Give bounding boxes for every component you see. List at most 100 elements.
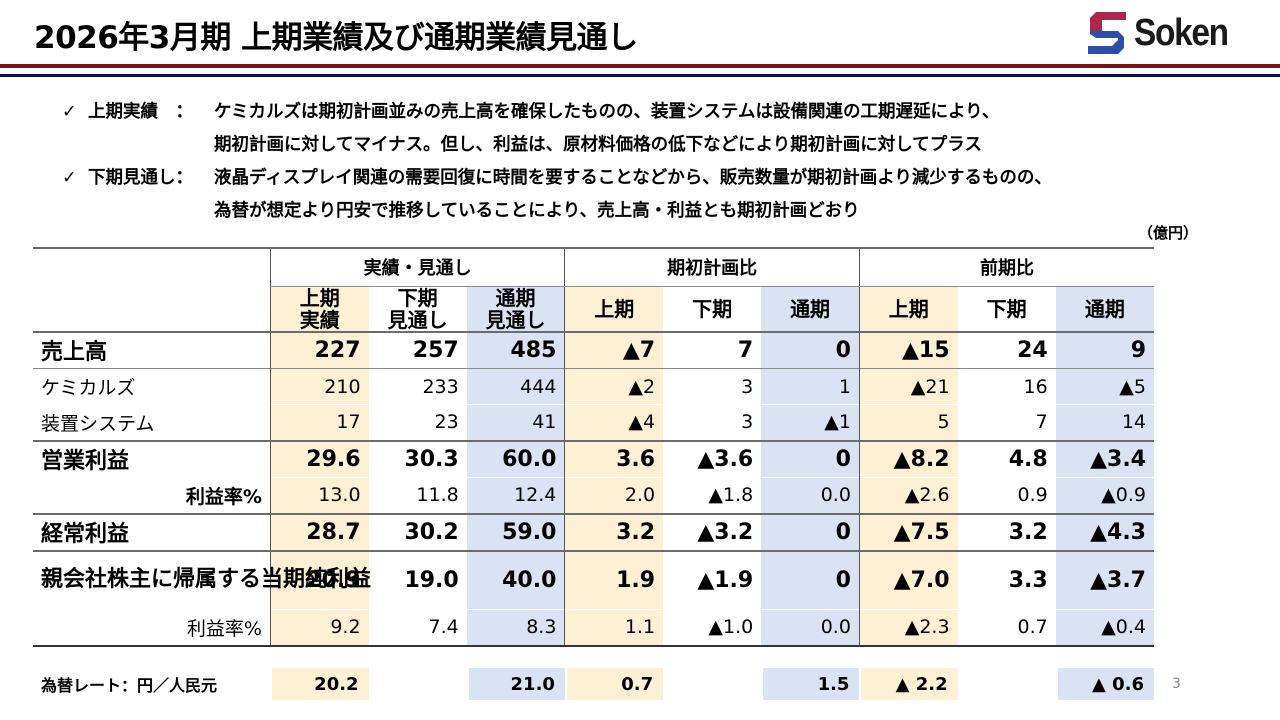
cell: 1.9: [564, 549, 664, 610]
page-title: 2026年3月期 上期業績及び通期業績見通し: [34, 20, 638, 56]
cell: ▲7.0: [858, 549, 958, 610]
cell: 7: [957, 404, 1056, 441]
cell: 257: [368, 330, 467, 369]
fx-cell: 1.5: [761, 668, 860, 700]
logo-text: Soken: [1134, 11, 1229, 54]
cell: ▲5: [1055, 368, 1154, 405]
cell: 9: [1055, 330, 1154, 369]
cell: ▲3.6: [663, 439, 762, 478]
cell: ▲7.5: [858, 512, 958, 551]
cell: ▲0.9: [1055, 477, 1154, 514]
fx-rate-row: 為替レート：円／人民元 20.2 21.0 0.7 1.5 ▲ 2.2 ▲ 0.…: [33, 668, 1154, 700]
bullet-text: ケミカルズは期初計画並みの売上高を確保したものの、装置システムは設備関連の工期遅…: [214, 102, 1000, 122]
row-label: 営業利益: [33, 439, 271, 478]
cell: 7.4: [368, 609, 467, 647]
subheader-plan-fy: 通期: [761, 286, 860, 332]
cell: ▲1.9: [663, 549, 762, 610]
cell: 28.7: [269, 512, 369, 551]
cell: 3: [663, 368, 762, 405]
cell: ▲8.2: [858, 439, 958, 478]
bullet-label: 下期見通し：: [88, 168, 193, 188]
row-label: ケミカルズ: [33, 368, 271, 405]
page-number: 3: [1172, 676, 1181, 692]
cell: 9.2: [269, 609, 369, 647]
corner-cell: [33, 247, 271, 286]
fx-rate-table: 為替レート：円／人民元 20.2 21.0 0.7 1.5 ▲ 2.2 ▲ 0.…: [33, 668, 1154, 700]
cell: ▲3.7: [1055, 549, 1154, 610]
fx-rate-label: 為替レート：円／人民元: [41, 676, 218, 695]
cell: 3.2: [957, 512, 1056, 551]
cell: ▲21: [858, 368, 958, 405]
cell: ▲2: [564, 368, 664, 405]
cell: 5: [858, 404, 958, 441]
table-row-equipment-systems: 装置システム 17 23 41 ▲4 3 ▲1 5 7 14: [33, 404, 1154, 441]
fx-cell: ▲ 0.6: [1055, 668, 1154, 700]
cell: 3.6: [564, 439, 664, 478]
subheader-prior-h1: 上期: [858, 286, 958, 332]
cell: 13.0: [269, 477, 369, 514]
financial-table: 実績・見通し 期初計画比 前期比 上期 実績 下期 見通し 通期 見通し 上期 下期 …: [33, 247, 1154, 647]
fx-cell: [369, 668, 467, 700]
cell: 16: [957, 368, 1056, 405]
cell: 11.8: [368, 477, 467, 514]
table-row-net-sales: 売上高 227 257 485 ▲7 7 0 ▲15 24 9: [33, 330, 1154, 369]
header-rule-red: [0, 64, 1280, 68]
cell: ▲1.0: [663, 609, 762, 647]
cell: 23: [368, 404, 467, 441]
summary-bullets: ✓ 上期実績 ： ケミカルズは期初計画並みの売上高を確保したものの、装置システム…: [62, 96, 1052, 228]
cell: 0: [761, 439, 860, 478]
cell: 60.0: [466, 439, 565, 478]
bullet-text: 液晶ディスプレイ関連の需要回復に時間を要することなどから、販売数量が期初計画より…: [214, 168, 1052, 188]
header-rule-blue: [0, 74, 1280, 77]
table-row-operating-margin: 利益率% 13.0 11.8 12.4 2.0 ▲1.8 0.0 ▲2.6 0.…: [33, 477, 1154, 514]
cell: 3: [663, 404, 762, 441]
cell: 444: [466, 368, 565, 405]
cell: ▲15: [858, 330, 958, 369]
cell: 17: [269, 404, 369, 441]
subheader-fy-forecast: 通期 見通し: [466, 286, 565, 332]
cell: 7: [663, 330, 762, 369]
cell: 485: [466, 330, 565, 369]
cell: 3.3: [957, 549, 1056, 610]
cell: ▲1: [761, 404, 860, 441]
group-header-row: 実績・見通し 期初計画比 前期比: [33, 247, 1154, 287]
cell: 233: [368, 368, 467, 405]
cell: 14: [1055, 404, 1154, 441]
cell: 40.0: [466, 549, 565, 610]
cell: 0: [761, 549, 860, 610]
cell: 210: [269, 368, 369, 405]
cell: ▲2.3: [858, 609, 958, 647]
cell: ▲0.4: [1055, 609, 1154, 647]
table-row-net-margin: 利益率% 9.2 7.4 8.3 1.1 ▲1.0 0.0 ▲2.3 0.7 ▲…: [33, 609, 1154, 647]
cell: 227: [269, 330, 369, 369]
cell: 0.9: [957, 477, 1056, 514]
cell: 0: [761, 512, 860, 551]
subheader-prior-h2: 下期: [986, 296, 1027, 321]
fx-cell: [663, 668, 761, 700]
cell: ▲4.3: [1055, 512, 1154, 551]
fx-cell: 20.2: [270, 668, 369, 700]
cell: ▲3.2: [663, 512, 762, 551]
subheader-plan-h2: 下期: [692, 296, 733, 321]
sub-header-row: 上期 実績 下期 見通し 通期 見通し 上期 下期 通期 上期 下期 通期: [33, 286, 1154, 332]
cell: 41: [466, 404, 565, 441]
cell: 0.0: [761, 477, 860, 514]
bullet-text-cont: 為替が想定より円安で推移していることにより、売上高・利益とも期初計画どおり: [214, 201, 860, 221]
table-row-ordinary-profit: 経常利益 28.7 30.2 59.0 3.2 ▲3.2 0 ▲7.5 3.2 …: [33, 512, 1154, 551]
fx-cell: 0.7: [564, 668, 664, 700]
unit-label: （億円）: [1138, 224, 1199, 242]
cell: ▲1.8: [663, 477, 762, 514]
table-row-operating-profit: 営業利益 29.6 30.3 60.0 3.6 ▲3.6 0 ▲8.2 4.8 …: [33, 439, 1154, 478]
table-row-net-income: 親会社株主に帰属する当期純利益 20.9 19.0 40.0 1.9 ▲1.9 …: [33, 549, 1154, 610]
cell: ▲2.6: [858, 477, 958, 514]
cell: 30.2: [368, 512, 467, 551]
group-header-actual: 実績・見通し: [269, 247, 565, 287]
subheader-plan-h1: 上期: [564, 286, 664, 332]
corner-cell: [33, 286, 270, 332]
cell: 12.4: [466, 477, 565, 514]
fx-cell: 21.0: [466, 668, 565, 700]
row-label: 装置システム: [33, 404, 271, 441]
group-header-vs-prior: 前期比: [858, 247, 1154, 287]
cell: 1: [761, 368, 860, 405]
group-header-vs-plan: 期初計画比: [564, 247, 860, 287]
